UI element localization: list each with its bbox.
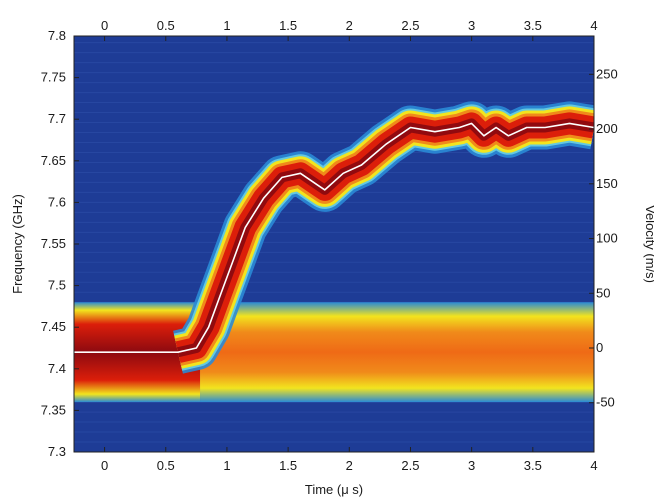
y-tick-label: 7.6 — [48, 194, 66, 209]
x-tick-label: 0.5 — [157, 458, 175, 473]
y-axis-title: Frequency (GHz) — [10, 194, 25, 294]
ridge-line — [74, 122, 594, 354]
tick-labels: 0 0 0.5 0.5 1 1 1.5 1.5 2 2 2.5 2.5 3 3 3.5 3.5 4 4 7.3 7.3… — [41, 18, 618, 473]
y-tick-label: 7.3 — [48, 444, 66, 459]
y-tick-label: 7.45 — [41, 319, 66, 334]
x-top-tick-label: 2.5 — [401, 18, 419, 33]
y-tick-label: 7.75 — [41, 70, 66, 85]
y2-tick-label: 250 — [596, 66, 618, 81]
x-tick-label: 3 — [468, 458, 475, 473]
x-tick-label: 0 — [101, 458, 108, 473]
x-top-tick-label: 2 — [346, 18, 353, 33]
heatmap — [74, 42, 594, 452]
y-tick-label: 7.8 — [48, 28, 66, 43]
x-axis-title: Time (μ s) — [305, 482, 363, 497]
x-tick-label: 1 — [223, 458, 230, 473]
static-band-right — [200, 302, 594, 403]
y-tick-label: 7.7 — [48, 111, 66, 126]
x-top-tick-label: 3.5 — [524, 18, 542, 33]
x-top-tick-label: 4 — [590, 18, 597, 33]
y-tick-label: 7.55 — [41, 236, 66, 251]
x-top-tick-label: 0.5 — [157, 18, 175, 33]
y2-tick-label: 200 — [596, 121, 618, 136]
x-top-tick-label: 1 — [223, 18, 230, 33]
x-top-tick-label: 3 — [468, 18, 475, 33]
y-tick-label: 7.35 — [41, 402, 66, 417]
x-top-tick-label: 0 — [101, 18, 108, 33]
x-tick-label: 4 — [590, 458, 597, 473]
x-top-tick-label: 1.5 — [279, 18, 297, 33]
y-tick-label: 7.4 — [48, 361, 66, 376]
y-tick-label: 7.5 — [48, 278, 66, 293]
x-tick-label: 2.5 — [401, 458, 419, 473]
y2-axis-title: Velocity (m/s) — [643, 205, 654, 283]
y2-tick-label: -50 — [596, 395, 615, 410]
y2-tick-label: 150 — [596, 176, 618, 191]
x-tick-label: 3.5 — [524, 458, 542, 473]
y2-tick-label: 50 — [596, 285, 610, 300]
x-tick-label: 2 — [346, 458, 353, 473]
y-tick-label: 7.65 — [41, 153, 66, 168]
y2-tick-label: 0 — [596, 340, 603, 355]
y2-tick-label: 100 — [596, 231, 618, 246]
axes — [73, 35, 595, 453]
x-tick-label: 1.5 — [279, 458, 297, 473]
